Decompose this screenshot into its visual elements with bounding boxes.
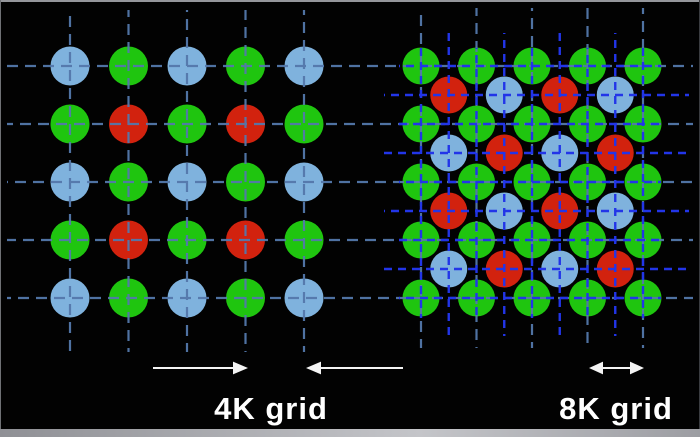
sensor-pixel-blue	[50, 278, 90, 318]
right-grid-label: 8K grid	[559, 391, 673, 426]
left-grid-label: 4K grid	[214, 391, 328, 426]
window-bottom-strip	[0, 429, 700, 437]
pitch-arrows	[153, 361, 644, 375]
pitch-arrow-double-left-head	[589, 361, 603, 375]
sensor-pixel-blue	[430, 250, 468, 288]
window-top-border	[0, 0, 700, 2]
pitch-arrow-right-head	[233, 361, 248, 375]
sensor-pixel-green	[284, 104, 324, 144]
pitch-arrow-left-head	[306, 361, 321, 375]
window-left-border	[0, 0, 1, 437]
pitch-arrow-double-right-head	[630, 361, 644, 375]
8k-grid-lines	[384, 33, 689, 336]
